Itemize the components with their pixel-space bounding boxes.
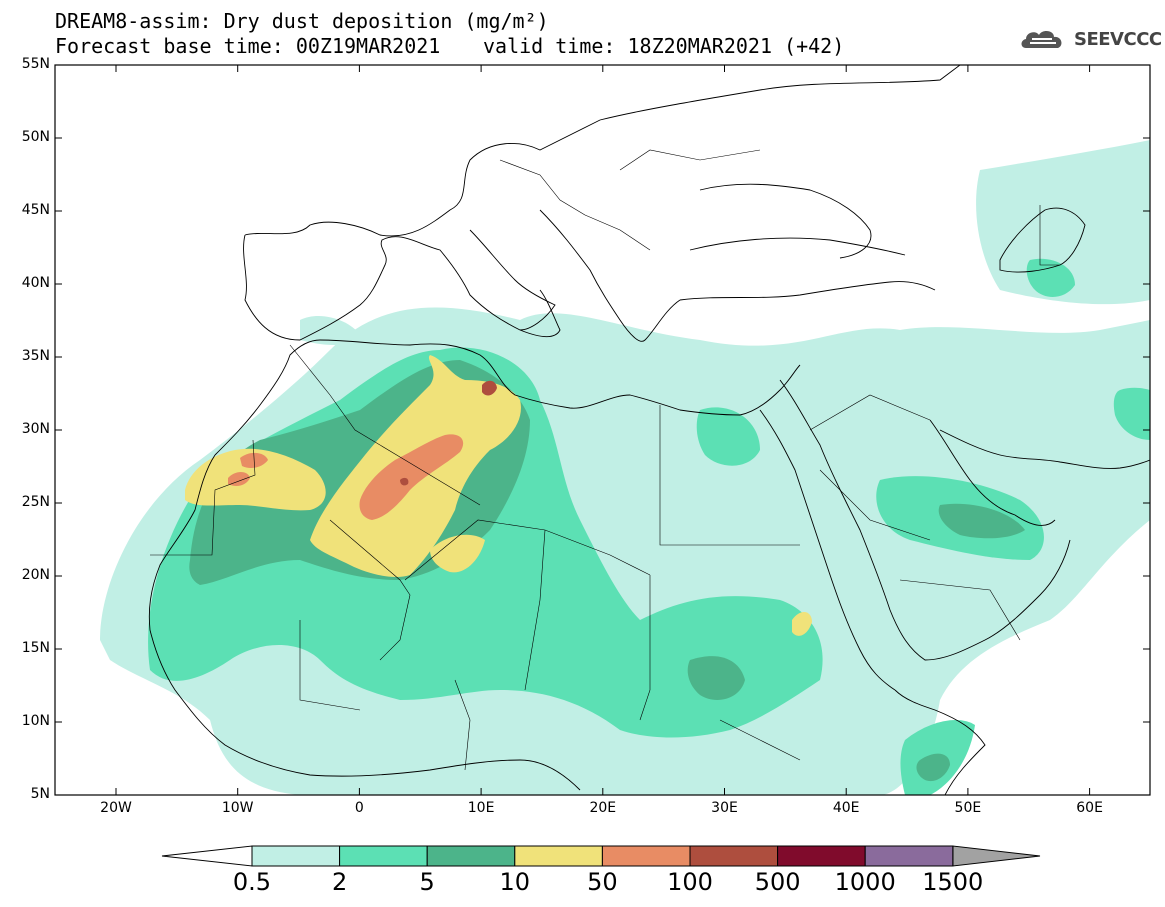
colorbar-label: 2 (331, 868, 348, 896)
latitude-label: 35N (21, 348, 50, 364)
latitude-label: 45N (21, 202, 50, 218)
colorbar-label: 100 (667, 868, 713, 896)
colorbar-swatch (601, 845, 691, 867)
seevccc-logo: SEEVCCC (1018, 26, 1162, 52)
dust-contour-50 (228, 472, 250, 486)
longitude-label: 0 (354, 800, 364, 816)
latitude-label: 5N (30, 786, 50, 802)
colorbar-swatch (514, 845, 603, 867)
latitude-label: 25N (21, 494, 50, 510)
colorbar-swatch (689, 845, 779, 867)
colorbar-label: 1000 (834, 868, 896, 896)
map-title: DREAM8-assim: Dry dust deposition (mg/m²… (55, 9, 549, 33)
dust-field (100, 140, 1150, 795)
cloud-icon (1021, 31, 1062, 48)
longitude-label: 30E (711, 800, 738, 816)
dust-contour-10 (792, 611, 812, 636)
colorbar-swatch (339, 845, 428, 867)
forecast-base-time: Forecast base time: 00Z19MAR2021 (55, 34, 441, 58)
dust-contour-5 (687, 656, 745, 700)
dust-contour-100 (482, 380, 497, 396)
valid-time: valid time: 18Z20MAR2021 (+42) (483, 34, 845, 58)
latitude-label: 55N (21, 56, 50, 72)
dust-contour-50 (359, 434, 464, 520)
longitude-label: 50E (954, 800, 982, 816)
dust-contour-2 (696, 407, 760, 466)
colorbar-swatch (426, 845, 516, 867)
latitude-label: 30N (21, 421, 50, 437)
dust-contour-0.5 (300, 315, 360, 345)
longitude-label: 10W (221, 800, 254, 816)
dust-contour-5 (938, 503, 1025, 539)
longitude-label: 20E (589, 800, 617, 816)
colorbar (161, 845, 1041, 867)
dust-contour-100 (400, 477, 409, 486)
logo-text: SEEVCCC (1074, 28, 1162, 50)
latitude-label: 20N (21, 567, 50, 583)
colorbar-swatch (777, 845, 866, 867)
dust-contour-0.5 (976, 140, 1150, 305)
latitude-label: 15N (21, 640, 50, 656)
colorbar-label: 500 (754, 868, 801, 896)
dust-contour-10 (430, 534, 485, 573)
colorbar-label: 50 (587, 868, 618, 896)
country-borders (150, 149, 1060, 771)
longitude-label: 60E (1076, 800, 1103, 816)
longitude-label: 20W (100, 800, 132, 816)
colorbar-label: 10 (499, 868, 531, 896)
longitude-label: 40E (832, 800, 860, 816)
longitude-label: 10E (467, 800, 495, 816)
colorbar-swatch (864, 845, 954, 867)
latitude-label: 40N (21, 275, 50, 291)
colorbar-swatch (251, 845, 341, 867)
dust-contour-5 (916, 753, 950, 782)
colorbar-label: 5 (419, 868, 435, 896)
colorbar-label: 0.5 (232, 868, 272, 896)
coastlines (148, 65, 1150, 795)
dust-contour-10 (185, 448, 326, 511)
colorbar-upper-triangle (952, 845, 1041, 867)
latitude-label: 10N (21, 713, 50, 729)
latitude-label: 50N (21, 129, 50, 145)
colorbar-lower-triangle (161, 845, 253, 867)
dust-contour-2 (1113, 387, 1150, 440)
axis-ticks (55, 64, 1150, 796)
dust-contour-2 (1026, 258, 1075, 297)
colorbar-label: 1500 (922, 868, 984, 896)
